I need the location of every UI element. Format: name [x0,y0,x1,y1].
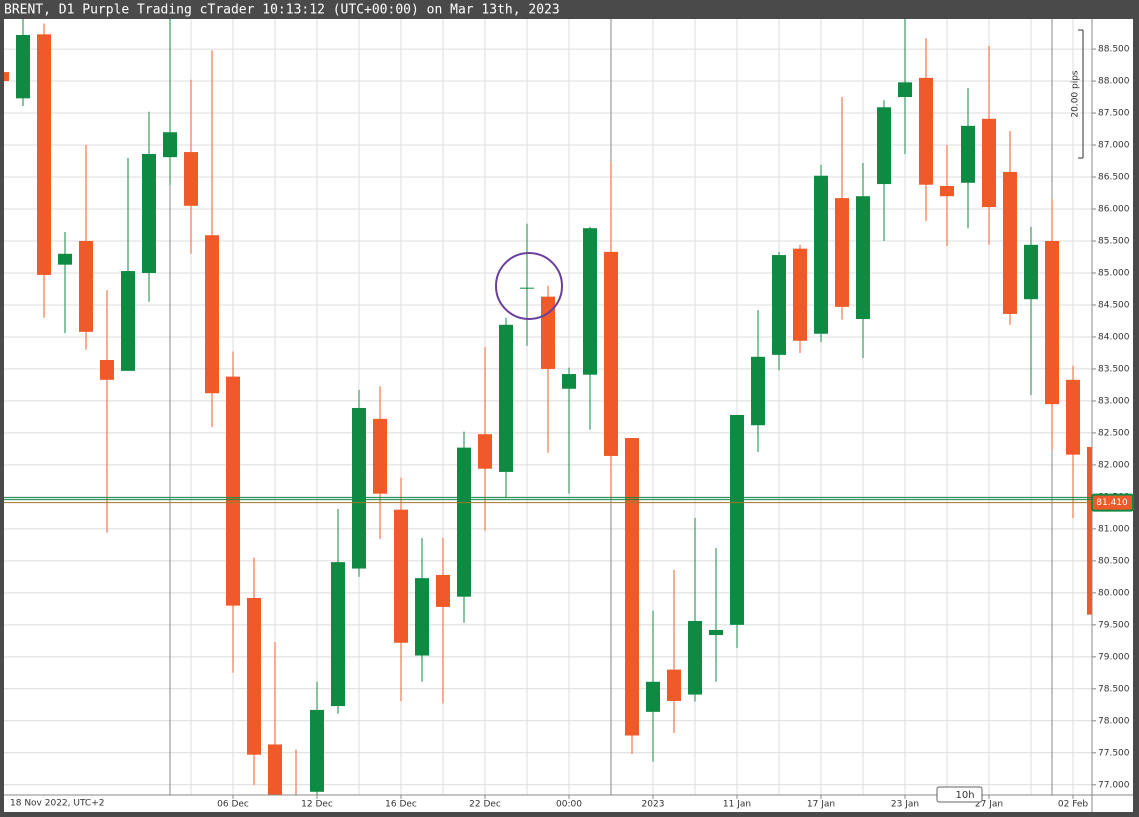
candle-body [751,356,765,426]
candle-body [4,72,9,82]
overlay: 20.00 pips [495,29,1084,320]
candle-body [772,255,786,355]
candle-body [982,118,996,208]
candle-body [205,235,219,394]
candle-body [646,681,660,712]
candle-body [331,562,345,707]
y-tick-label: 88.000 [1098,77,1130,87]
y-tick-label: 87.500 [1098,109,1130,119]
highlight-circle [495,252,563,320]
y-tick-label: 80.000 [1098,588,1130,598]
y-tick-label: 83.500 [1098,364,1130,374]
candle-body [562,374,576,389]
candle-body [709,629,723,636]
candle-body [625,438,639,736]
x-tick-label: 16 Dec [385,800,417,810]
candle-body [310,709,324,792]
y-tick-label: 87.000 [1098,141,1130,151]
x-start-label: 18 Nov 2022, UTC+2 [10,799,104,809]
candle-body [940,185,954,197]
candle-body [436,574,450,607]
candle-body [730,414,744,625]
candle-body [142,153,156,273]
candle-body [415,578,429,656]
y-tick-label: 86.000 [1098,205,1130,215]
candle-body [793,248,807,341]
axes: 88.500 88.000 87.500 87.000 86.500 86.000 85.5… [217,45,1134,810]
y-tick-label: 82.000 [1098,460,1130,470]
candle-body [1045,240,1059,405]
time-label: 10h [955,790,974,801]
candle-body [373,418,387,494]
x-tick-label: 22 Dec [469,800,501,810]
x-tick-label: 2023 [642,800,665,810]
candle-body [814,175,828,334]
candle-body [1024,244,1038,300]
price-box [1091,493,1134,512]
x-tick-label: 02 Feb [1058,800,1089,810]
candle-body [184,152,198,206]
y-tick-label: 83.000 [1098,396,1130,406]
x-tick-label: 12 Dec [301,800,333,810]
candle-body [856,196,870,320]
y-tick-label: 82.500 [1098,428,1130,438]
y-tick-label: 81.000 [1098,524,1130,534]
candle-body [688,620,702,695]
y-tick-label: 77.500 [1098,748,1130,758]
y-tick-label: 77.000 [1098,780,1130,790]
y-tick-label: 84.500 [1098,300,1130,310]
candle-body [1003,171,1017,314]
candle-body [604,251,618,456]
y-tick-label: 86.500 [1098,173,1130,183]
candle-body [247,597,261,755]
y-tick-label: 80.500 [1098,556,1130,566]
candle-body [79,240,93,332]
candle-body [1066,379,1080,455]
candle-body [667,669,681,701]
candle-body [1087,446,1092,615]
candle-body [268,744,282,795]
candle-body [37,34,51,275]
x-tick-label: 11 Jan [723,800,751,810]
y-tick-label: 85.000 [1098,268,1130,278]
x-tick-label: 06 Dec [217,800,249,810]
time-box [936,786,983,803]
candle-body [520,287,534,289]
candle-body [835,198,849,307]
x-tick-label: 27 Jan [975,800,1003,810]
y-tick-label: 84.000 [1098,332,1130,342]
x-tick-label: 23 Jan [891,800,919,810]
measure-label: 20.00 pips [1071,70,1081,118]
candle-body [226,376,240,606]
y-tick-label: 88.500 [1098,45,1130,55]
candle-body [919,77,933,185]
candle-body [352,407,366,569]
y-tick-label: 78.000 [1098,716,1130,726]
candle-body [121,271,135,371]
candle-body [58,253,72,265]
y-tick-label: 79.500 [1098,620,1130,630]
chart-title: BRENT, D1 Purple Trading cTrader 10:13:1… [4,3,560,18]
candle-body [961,125,975,183]
candle-body [478,434,492,469]
candle-body [583,228,597,375]
candle-body [16,34,30,99]
price-label: 81.410 [1096,498,1128,508]
x-tick-label: 00:00 [556,800,582,810]
candles [4,19,1092,795]
y-tick-label: 78.500 [1098,684,1130,694]
x-tick-label: 17 Jan [807,800,835,810]
candle-body [499,324,513,472]
candle-body [163,132,177,158]
y-tick-label: 85.500 [1098,236,1130,246]
candle-body [100,359,114,380]
candle-body [394,509,408,643]
y-tick-label: 79.000 [1098,652,1130,662]
candle-body [877,107,891,185]
candle-body [457,447,471,597]
candle-body [898,82,912,98]
